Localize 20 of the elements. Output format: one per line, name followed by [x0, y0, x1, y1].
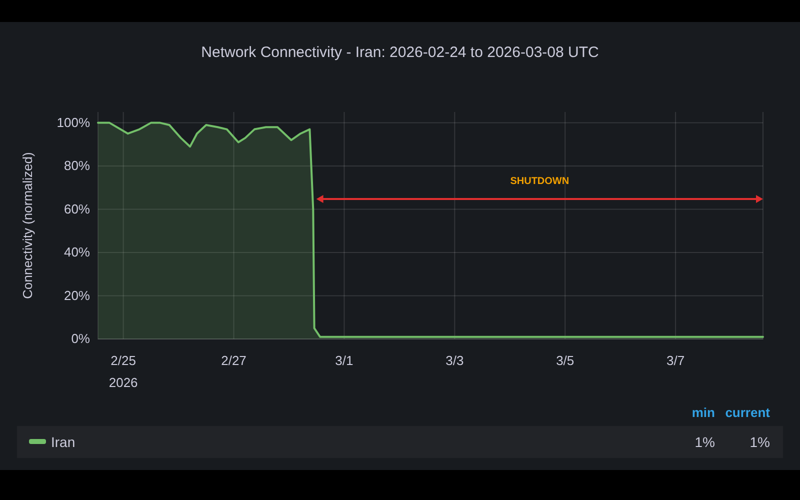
- y-tick-label: 60%: [64, 201, 90, 216]
- text: min: [692, 405, 716, 420]
- x-tick-label: 2/27: [221, 353, 246, 368]
- annotation: SHUTDOWN: [510, 176, 570, 187]
- y-tick-label: 40%: [64, 244, 90, 260]
- chart-title: Network Connectivity - Iran: 2026-02-24 to 2026-03-08 UTC: [201, 44, 600, 61]
- x-tick-label: 2/25 2026: [108, 353, 138, 390]
- y-tick-label: 100%: [56, 114, 90, 130]
- y-tick-label: 0%: [71, 331, 90, 346]
- text: 1%: [750, 434, 770, 450]
- legend-label: Iran: [51, 434, 76, 450]
- y-axis-title: Connectivity (normalized): [20, 152, 35, 299]
- x-tick-label: 3/3: [446, 353, 464, 368]
- x-tick-label: 3/5: [556, 353, 574, 368]
- x-tick-label: 3/1: [335, 353, 354, 368]
- text: current: [725, 405, 771, 420]
- y-tick-label: 20%: [64, 288, 90, 303]
- y-tick-label: 80%: [64, 158, 90, 174]
- text: 1%: [694, 434, 715, 450]
- x-tick-label: 3/7: [666, 353, 685, 368]
